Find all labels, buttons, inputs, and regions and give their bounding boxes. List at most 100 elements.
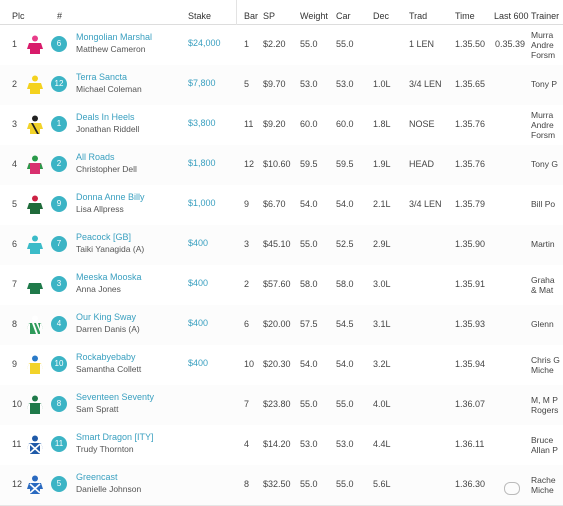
saddlecloth-number-badge: 9: [51, 196, 67, 212]
horse-name-link[interactable]: Terra Sancta: [76, 72, 128, 82]
horse-name-link[interactable]: Smart Dragon [ITY]: [76, 432, 154, 442]
carried-weight-cell: 59.5: [336, 159, 354, 169]
horse-name-link[interactable]: Peacock [GB]: [76, 232, 132, 242]
starting-price-cell: $20.00: [263, 319, 291, 329]
jockey-name: Matthew Cameron: [76, 44, 146, 54]
table-row[interactable]: 1 6 Mongolian Marshal Matthew Cameron $24,00…: [0, 25, 563, 66]
horse-name-link[interactable]: Rockabyebaby: [76, 352, 136, 362]
trainer-line: Andre: [531, 120, 554, 130]
table-row[interactable]: 11 11 Smart Dragon [ITY] Trudy Thornton 4 $14…: [0, 425, 563, 466]
trainer-line: Martin: [531, 239, 555, 249]
col-header-sp[interactable]: SP: [263, 11, 276, 21]
carried-weight-cell: 54.0: [336, 199, 354, 209]
margin-traditional-cell: 3/4 LEN: [409, 79, 442, 89]
weight-cell: 55.0: [300, 479, 318, 489]
horse-name-link[interactable]: Seventeen Seventy: [76, 392, 155, 402]
carried-weight-cell: 60.0: [336, 119, 354, 129]
trainer-cell: Tony P: [531, 79, 563, 89]
time-cell: 1.35.79: [455, 199, 486, 209]
jockey-name: Sam Spratt: [76, 404, 119, 414]
col-header-dec[interactable]: Dec: [373, 11, 390, 21]
col-header-trainer[interactable]: Trainer: [531, 11, 560, 21]
stake-cell: $400: [188, 358, 209, 368]
place-cell: 2: [12, 79, 18, 89]
stake-cell: $7,800: [188, 78, 216, 88]
barrier-cell: 10: [244, 359, 255, 369]
col-header-bar[interactable]: Bar: [244, 11, 259, 21]
jockey-name: Christopher Dell: [76, 164, 137, 174]
trainer-cell: Bill Po: [531, 199, 563, 209]
table-row[interactable]: 7 3 Meeska Mooska Anna Jones $400 2 $57.60 58.0…: [0, 265, 563, 306]
weight-cell: 54.0: [300, 199, 318, 209]
place-cell: 8: [12, 319, 18, 329]
margin-decimal-cell: 1.9L: [373, 159, 391, 169]
horse-name-link[interactable]: Greencast: [76, 472, 118, 482]
trainer-line: Miche: [531, 485, 554, 495]
time-cell: 1.35.76: [455, 119, 486, 129]
table-row[interactable]: 6 7 Peacock [GB] Taiki Yanagida (A) $400 3 $45…: [0, 225, 563, 266]
place-cell: 7: [12, 279, 18, 289]
starting-price-cell: $14.20: [263, 439, 291, 449]
col-header-stake[interactable]: Stake: [188, 11, 212, 21]
starting-price-cell: $32.50: [263, 479, 291, 489]
trainer-cell: Martin: [531, 239, 563, 249]
weight-cell: 55.0: [300, 239, 318, 249]
table-row[interactable]: 2 12 Terra Sancta Michael Coleman $7,800 5 $9.…: [0, 65, 563, 106]
barrier-cell: 9: [244, 199, 250, 209]
horse-name-link[interactable]: Mongolian Marshal: [76, 32, 153, 42]
starting-price-cell: $9.20: [263, 119, 286, 129]
saddlecloth-number-badge: 12: [51, 76, 67, 92]
col-header-trad[interactable]: Trad: [409, 11, 428, 21]
table-row[interactable]: 10 8 Seventeen Seventy Sam Spratt 7 $23.80 55.…: [0, 385, 563, 426]
barrier-cell: 1: [244, 39, 250, 49]
trainer-line: Forsm: [531, 130, 556, 140]
saddlecloth-number-badge: 6: [51, 36, 67, 52]
trainer-line: Rogers: [531, 405, 559, 415]
col-header-last600[interactable]: Last 600: [494, 11, 529, 21]
trainer-line: Forsm: [531, 50, 556, 60]
horse-name-link[interactable]: All Roads: [76, 152, 115, 162]
saddlecloth-number-badge: 4: [51, 316, 67, 332]
table-row[interactable]: 5 9 Donna Anne Billy Lisa Allpress $1,000 9 $6…: [0, 185, 563, 226]
table-row[interactable]: 9 10 Rockabyebaby Samantha Collett $400 10 $20…: [0, 345, 563, 386]
trainer-cell: Tony G: [531, 159, 563, 169]
trainer-cell: Chris G Miche: [531, 355, 563, 375]
horse-name-link[interactable]: Meeska Mooska: [76, 272, 142, 282]
horse-name-link[interactable]: Deals In Heels: [76, 112, 135, 122]
trainer-line: Graha: [531, 275, 555, 285]
trainer-cell: Murra Andre Forsm: [531, 110, 563, 140]
col-header-time[interactable]: Time: [455, 11, 475, 21]
trainer-line: Chris G: [531, 355, 560, 365]
col-header-car[interactable]: Car: [336, 11, 351, 21]
weight-cell: 57.5: [300, 319, 318, 329]
saddlecloth-number-badge: 1: [51, 116, 67, 132]
jockey-name: Darren Danis (A): [76, 324, 140, 334]
saddlecloth-number-badge: 11: [51, 436, 67, 452]
table-row[interactable]: 12 5 Greencast Danielle Johnson 8 $32.50 55.0 5…: [0, 465, 563, 506]
trainer-line: Murra: [531, 30, 554, 40]
horse-name-link[interactable]: Our King Sway: [76, 312, 137, 322]
saddlecloth-number-badge: 5: [51, 476, 67, 492]
table-row[interactable]: 8 4 Our King Sway Darren Danis (A) $400 6 $20.…: [0, 305, 563, 346]
jockey-silks-icon: [26, 435, 44, 455]
jockey-name: Samantha Collett: [76, 364, 142, 374]
starting-price-cell: $57.60: [263, 279, 291, 289]
stake-cell: $400: [188, 318, 209, 328]
place-cell: 12: [12, 479, 23, 489]
jockey-name: Lisa Allpress: [76, 204, 124, 214]
margin-traditional-cell: NOSE: [409, 119, 435, 129]
place-cell: 4: [12, 159, 18, 169]
saddlecloth-number-badge: 10: [51, 356, 67, 372]
horse-name-link[interactable]: Donna Anne Billy: [76, 192, 145, 202]
barrier-cell: 8: [244, 479, 250, 489]
place-cell: 6: [12, 239, 18, 249]
jockey-silks-icon: [26, 35, 44, 55]
jockey-name: Trudy Thornton: [76, 444, 134, 454]
stake-cell: $400: [188, 278, 209, 288]
col-header-number[interactable]: #: [57, 11, 63, 21]
table-row[interactable]: 3 1 Deals In Heels Jonathan Riddell $3,800 11…: [0, 105, 563, 146]
table-row[interactable]: 4 2 All Roads Christopher Dell $1,800 12 $10.6…: [0, 145, 563, 186]
col-header-weight[interactable]: Weight: [300, 11, 328, 21]
col-header-plc[interactable]: Plc: [12, 11, 25, 21]
time-cell: 1.36.07: [455, 399, 486, 409]
